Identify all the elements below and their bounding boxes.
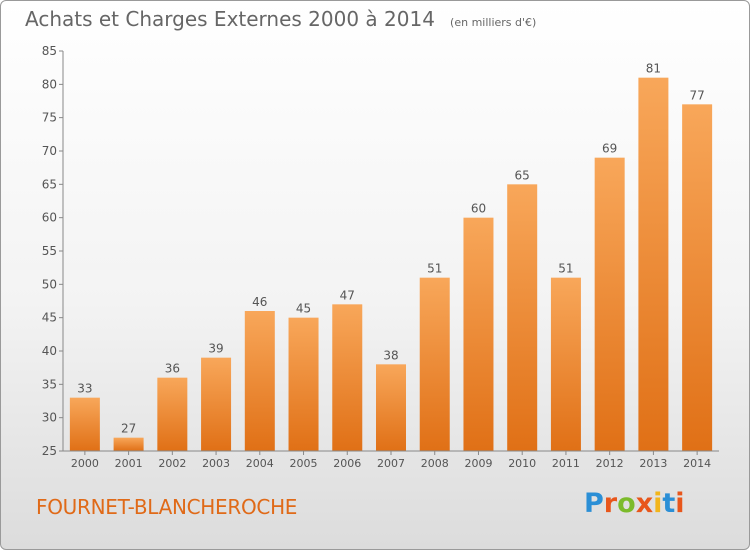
y-tick-label: 30: [42, 411, 57, 425]
bar-2012: [594, 157, 625, 451]
y-tick-label: 50: [42, 277, 57, 291]
y-tick-label: 85: [42, 44, 57, 58]
bar-2002: [157, 377, 188, 451]
y-tick-label: 55: [42, 244, 57, 258]
y-tick-label: 45: [42, 311, 57, 325]
logo-letter: t: [662, 488, 676, 519]
y-tick-label: 70: [42, 144, 57, 158]
x-tick-label: 2007: [377, 457, 405, 470]
bar-2005: [288, 317, 319, 451]
bar-2004: [244, 311, 275, 451]
x-tick-label: 2004: [246, 457, 274, 470]
y-tick-label: 80: [42, 77, 57, 91]
bar-2011: [550, 277, 581, 451]
bar-value-label: 77: [689, 88, 704, 102]
y-tick-label: 60: [42, 211, 57, 225]
bars: 33 27 36 39 46 45 47 38 51 60 65 51 69 81 77: [69, 62, 713, 452]
bar-2001: [113, 437, 144, 451]
bar-2003: [201, 357, 232, 451]
x-tick-label: 2009: [464, 457, 492, 470]
x-tick-label: 2005: [290, 457, 318, 470]
bar-value-label: 45: [296, 302, 311, 316]
x-tick-label: 2006: [333, 457, 361, 470]
bar-value-label: 27: [121, 422, 136, 436]
bar-2009: [463, 217, 494, 451]
bar-value-label: 60: [471, 202, 486, 216]
y-tick-label: 75: [42, 111, 57, 125]
bar-2000: [69, 397, 100, 451]
bar-value-label: 33: [77, 382, 92, 396]
logo-letter: i: [653, 488, 663, 519]
y-axis: 25 30 35 40 45 50 55 60 65 70 75 80 85: [42, 44, 64, 458]
x-axis: 2000 2001 2002 2003 2004 2005 2006 2007 2008 2009…: [63, 450, 719, 470]
x-tick-label: 2000: [71, 457, 99, 470]
bar-2008: [419, 277, 450, 451]
logo-letter: P: [584, 488, 604, 519]
x-tick-label: 2008: [421, 457, 449, 470]
x-tick-label: 2014: [683, 457, 711, 470]
logo-letter: x: [635, 488, 654, 519]
x-tick-label: 2010: [508, 457, 536, 470]
x-tick-label: 2002: [158, 457, 186, 470]
bar-value-label: 38: [383, 348, 398, 362]
x-tick-label: 2013: [639, 457, 667, 470]
proxiti-logo[interactable]: Proxiti: [584, 488, 685, 519]
bar-value-label: 47: [340, 288, 355, 302]
chart-title-main: Achats et Charges Externes 2000 à 2014: [25, 7, 435, 31]
bar-2013: [638, 77, 669, 452]
bar-value-label: 46: [252, 295, 267, 309]
y-tick-label: 25: [42, 444, 57, 458]
logo-letter: o: [617, 488, 636, 519]
chart-subtitle: (en milliers d'€): [450, 16, 537, 29]
bar-value-label: 81: [646, 62, 661, 76]
x-tick-label: 2001: [115, 457, 143, 470]
bar-2014: [682, 104, 713, 451]
y-tick-label: 40: [42, 344, 57, 358]
bar-2010: [507, 184, 538, 452]
bar-value-label: 51: [558, 262, 573, 276]
bar-value-label: 65: [515, 168, 530, 182]
bar-2007: [376, 364, 406, 451]
x-tick-label: 2003: [202, 457, 230, 470]
chart-title: Achats et Charges Externes 2000 à 2014 (…: [25, 7, 536, 31]
bar-value-label: 69: [602, 142, 617, 156]
logo-letter: i: [675, 488, 685, 519]
bar-value-label: 51: [427, 262, 442, 276]
commune-name: FOURNET-BLANCHEROCHE: [36, 495, 298, 519]
x-tick-label: 2011: [552, 457, 580, 470]
bar-2006: [332, 304, 363, 451]
bar-value-label: 39: [208, 342, 223, 356]
bar-value-label: 36: [165, 362, 180, 376]
x-tick-label: 2012: [596, 457, 624, 470]
logo-letter: r: [603, 488, 618, 519]
y-tick-label: 35: [42, 377, 57, 391]
y-tick-label: 65: [42, 177, 57, 191]
